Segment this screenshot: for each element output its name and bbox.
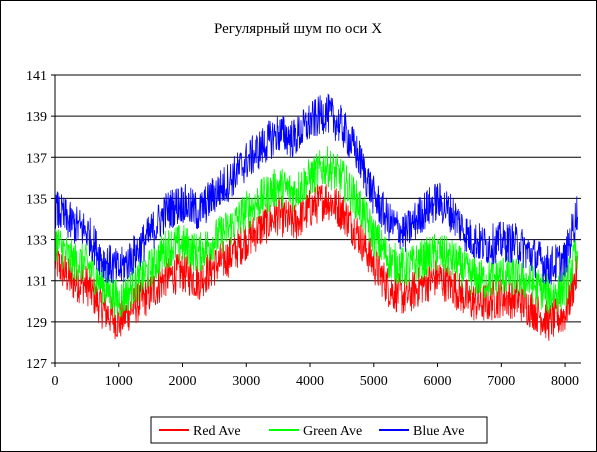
legend-label: Blue Ave [413, 424, 464, 439]
y-tick-label: 141 [26, 69, 47, 84]
x-tick-label: 3000 [232, 374, 260, 389]
x-tick-label: 1000 [105, 374, 133, 389]
x-tick-label: 0 [52, 374, 59, 389]
legend: Red Ave Green Ave Blue Ave [150, 416, 488, 444]
x-axis-ticks: 0 1000 2000 3000 4000 5000 6000 7000 8000 [52, 363, 579, 389]
y-tick-label: 139 [26, 110, 47, 125]
chart-title: Регулярный шум по оси X [214, 21, 382, 37]
legend-label: Red Ave [193, 424, 241, 439]
x-tick-label: 6000 [424, 374, 452, 389]
legend-box [150, 416, 488, 444]
x-tick-label: 8000 [551, 374, 579, 389]
series-layer [54, 93, 578, 341]
y-axis-ticks: 127 129 131 133 135 137 139 141 [26, 69, 55, 372]
x-tick-label: 4000 [296, 374, 324, 389]
y-tick-label: 137 [26, 151, 47, 166]
axes [54, 75, 581, 364]
x-tick-label: 2000 [169, 374, 197, 389]
x-tick-label: 5000 [360, 374, 388, 389]
y-tick-label: 129 [26, 316, 47, 331]
y-tick-label: 135 [26, 192, 47, 207]
y-tick-label: 133 [26, 234, 47, 249]
y-tick-label: 131 [26, 275, 47, 290]
legend-label: Green Ave [303, 424, 362, 439]
x-tick-label: 7000 [487, 374, 515, 389]
y-tick-label: 127 [26, 357, 47, 372]
series-line-blue-ave [54, 93, 578, 285]
series-line-green-ave [54, 146, 578, 318]
